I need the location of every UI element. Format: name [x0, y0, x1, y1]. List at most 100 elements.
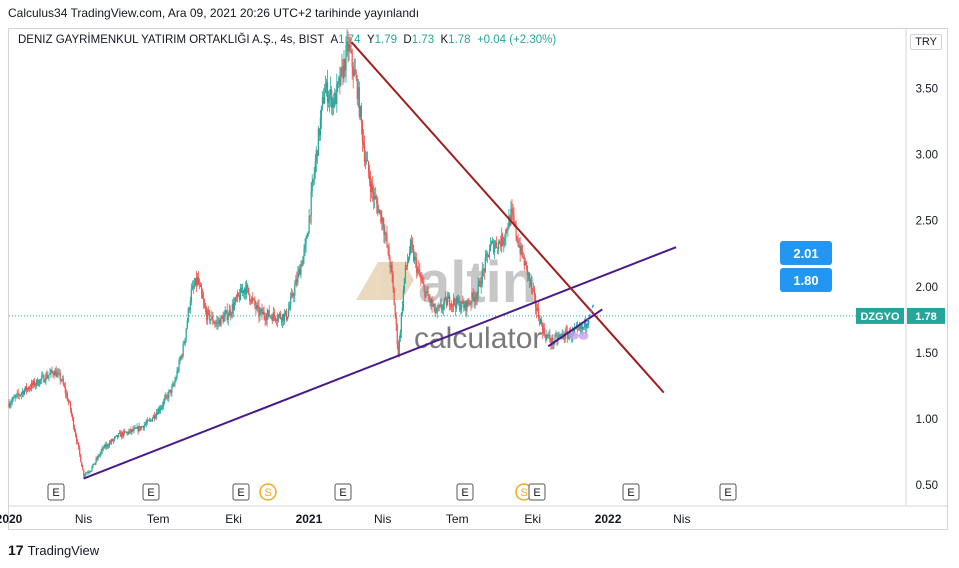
- y-tick-label: 2.50: [916, 216, 938, 228]
- footer: 17 TradingView: [8, 542, 99, 558]
- candle-body: [82, 466, 84, 471]
- price-label: 1.78: [915, 311, 936, 323]
- candle-body: [527, 273, 529, 276]
- candle-body: [174, 380, 176, 385]
- candle-body: [459, 300, 461, 311]
- candle-body: [189, 301, 191, 310]
- candle-body: [323, 93, 326, 104]
- candle-body: [252, 297, 254, 300]
- candle-body: [446, 298, 449, 306]
- candle-body: [572, 330, 575, 332]
- candle-body: [361, 122, 364, 142]
- candle-body: [108, 442, 110, 447]
- candle-body: [123, 431, 125, 437]
- candle-body: [253, 299, 255, 300]
- candle-body: [38, 384, 40, 386]
- candle-body: [498, 241, 500, 249]
- earnings-event-icon: [47, 483, 65, 501]
- candle-body: [340, 67, 342, 85]
- candle-body: [389, 259, 391, 268]
- candle-body: [226, 310, 228, 320]
- candle-body: [517, 240, 519, 247]
- candle-body: [273, 312, 275, 317]
- candle-body: [519, 245, 521, 254]
- candle-body: [485, 253, 487, 258]
- candle-body: [166, 395, 168, 397]
- candle-body: [302, 256, 304, 266]
- candle-body: [177, 370, 179, 372]
- currency-button[interactable]: TRY: [910, 34, 942, 50]
- candle-body: [240, 287, 243, 293]
- candle-body: [222, 317, 224, 323]
- candle-body: [461, 300, 463, 308]
- candle-body: [64, 386, 66, 394]
- candle-body: [194, 278, 197, 286]
- candle-body: [96, 458, 98, 460]
- candle-body: [124, 431, 126, 432]
- candle-body: [347, 41, 349, 52]
- x-tick-label: Nis: [673, 512, 690, 526]
- candle-body: [555, 335, 557, 337]
- candle-body: [549, 334, 551, 341]
- candle-body: [392, 274, 394, 289]
- candle-body: [505, 229, 507, 238]
- close-label: K: [440, 34, 449, 46]
- candle-body: [501, 234, 503, 247]
- candle-body: [146, 420, 148, 423]
- candle-body: [477, 283, 479, 294]
- candle-body: [63, 384, 65, 387]
- candle-body: [535, 307, 538, 311]
- candle-body: [360, 106, 362, 123]
- candle-body: [90, 470, 92, 472]
- candle-body: [407, 258, 410, 263]
- candle-body: [125, 431, 127, 433]
- candle-body: [34, 380, 36, 386]
- candle-body: [61, 378, 63, 381]
- candle-body: [49, 372, 51, 375]
- candle-body: [232, 304, 234, 310]
- candle-body: [279, 313, 282, 319]
- candle-body: [258, 305, 260, 317]
- candle-body: [464, 301, 466, 309]
- candle-body: [192, 285, 194, 287]
- candle-body: [304, 244, 306, 250]
- candle-body: [101, 448, 103, 451]
- candle-body: [551, 337, 553, 344]
- earnings-event-icon: [142, 483, 160, 501]
- candle-body: [145, 422, 147, 425]
- candle-body: [133, 428, 135, 431]
- candle-body: [280, 318, 283, 322]
- candle-body: [183, 343, 185, 345]
- candle-body: [32, 380, 35, 385]
- candle-body: [398, 338, 400, 356]
- candle-body: [230, 313, 232, 316]
- candle-body: [198, 283, 201, 285]
- candle-body: [97, 455, 99, 460]
- candle-body: [514, 222, 516, 224]
- y-tick-label: 0.50: [916, 480, 938, 492]
- candle-body: [268, 310, 270, 317]
- candle-body: [381, 217, 383, 223]
- candle-body: [234, 297, 236, 303]
- candle-body: [577, 326, 580, 328]
- candle-body: [349, 44, 351, 51]
- x-tick-label: Nis: [75, 512, 92, 526]
- candle-body: [377, 204, 379, 214]
- candle-body: [359, 106, 361, 117]
- candle-body: [16, 393, 18, 395]
- candle-body: [250, 300, 252, 303]
- candle-body: [457, 297, 459, 303]
- candle-body: [315, 150, 317, 162]
- candle-body: [99, 453, 101, 456]
- candle-body: [216, 321, 218, 324]
- candle-body: [77, 441, 79, 443]
- candle-body: [20, 393, 22, 395]
- trendline-resistance: [350, 41, 665, 394]
- candle-body: [55, 370, 57, 377]
- candle-body: [13, 397, 15, 399]
- candle-body: [418, 268, 420, 270]
- candle-body: [421, 279, 423, 282]
- candle-body: [408, 252, 411, 259]
- candle-body: [366, 159, 369, 162]
